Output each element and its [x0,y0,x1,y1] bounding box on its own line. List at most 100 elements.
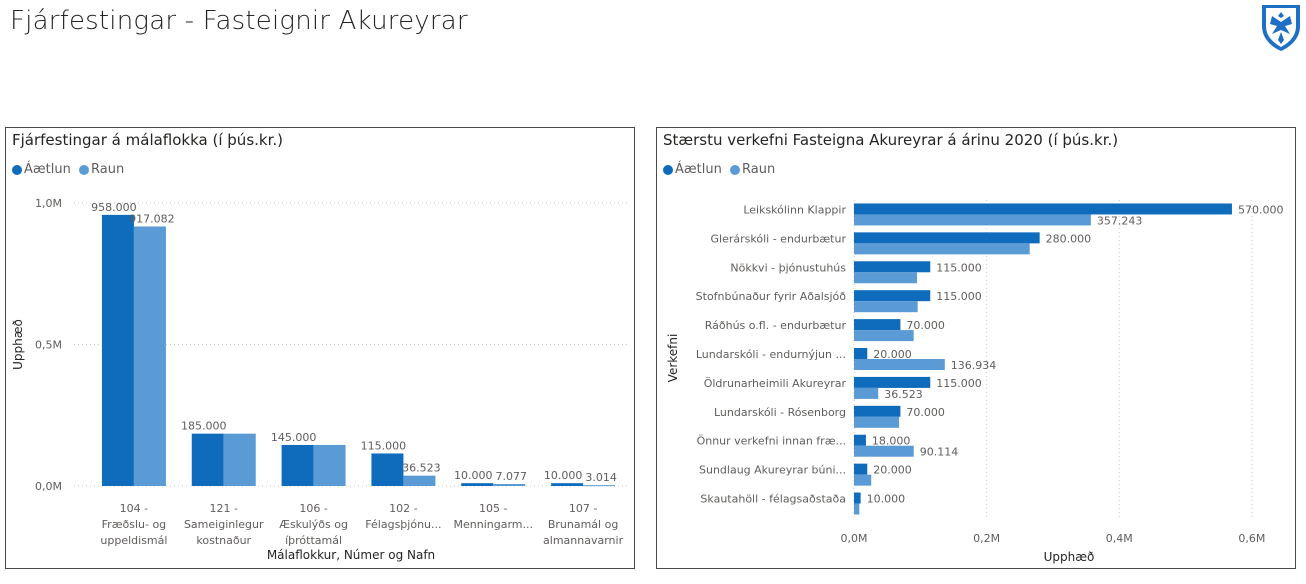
y-tick-label: Leikskólinn Klappir [743,203,846,216]
data-label: 115.000 [936,290,982,303]
bar-aaetlun [854,405,901,417]
data-label: 145.000 [271,431,317,444]
x-tick-label: Æskulýðs og [279,518,348,531]
bar-raun [493,483,526,486]
x-tick-label: uppeldismál [100,534,167,547]
bar-raun [854,301,918,313]
bar-raun [854,359,945,370]
bar-raun [854,272,917,284]
x-tick-label: íþróttamál [285,534,342,547]
legend-label: Áætlun [675,162,722,177]
legend-dot-icon [12,164,22,175]
y-tick-label: Öldrunarheimili Akureyrar [704,377,847,390]
x-tick-label: 0,4M [1106,532,1133,545]
y-axis-title: Upphæð [11,319,25,370]
chart-panel-malaflokkar[interactable]: Fjárfestingar á málaflokka (í þús.kr.) Á… [5,127,635,569]
x-tick-label: almannavarnir [543,534,624,547]
legend-label: Raun [742,162,776,177]
bar-raun [854,330,914,342]
bar-aaetlun [461,483,494,486]
data-label: 115.000 [936,261,982,274]
data-label: 185.000 [181,420,227,433]
bar-aaetlun [854,290,931,302]
bar-aaetlun [854,492,861,504]
y-tick-label: Nökkvi - þjónustuhús [730,261,846,274]
x-tick-label: 106 - [299,502,327,515]
legend-item-aaetlun[interactable]: Áætlun [12,162,71,177]
legend-item-raun[interactable]: Raun [730,162,775,177]
legend-dot-icon [730,164,740,175]
bar-raun [313,444,346,486]
data-label: 36.523 [402,462,441,475]
legend-dot-icon [79,164,89,175]
bar-aaetlun [854,434,866,446]
y-tick-label: Skautahöll - félagsaðstaða [700,493,846,506]
bar-aaetlun [854,319,901,331]
bar-aaetlun [551,483,584,486]
y-tick-label: 0,5M [35,339,62,352]
x-tick-label: 105 - [479,502,507,515]
y-axis-title: Verkefni [666,334,680,383]
data-label: 115.000 [361,439,407,452]
chart-panel-verkefni[interactable]: Stærstu verkefni Fasteigna Akureyrar á á… [656,127,1296,569]
bar-raun [854,387,879,399]
x-tick-label: 0,6M [1238,532,1265,545]
bar-raun [854,243,1030,255]
data-label: 18.000 [872,435,911,448]
bar-raun [854,445,914,457]
bar-raun [583,485,616,487]
verkefni-bar-chart: 0,0M 0,2M 0,4M 0,6M Upphæð Verkefni Leikskólin… [666,200,1283,564]
data-label: 20.000 [873,464,912,477]
data-label: 136.934 [951,359,997,372]
bar-raun [133,226,166,486]
bar-raun [854,214,1091,226]
x-tick-label: 0,0M [841,532,868,545]
y-tick-label: 0,0M [35,480,62,493]
chart-title: Fjárfestingar á málaflokka (í þús.kr.) [12,131,283,149]
x-axis-title: Málaflokkur, Númer og Nafn [267,548,435,562]
legend-label: Áætlun [24,162,71,177]
bar-aaetlun [854,261,931,273]
x-tick-label: 121 - [210,502,238,515]
x-tick-label: 102 - [389,502,417,515]
data-label: 70.000 [906,319,945,332]
y-tick-label: Önnur verkefni innan fræ... [697,435,846,448]
bar-raun [223,433,256,486]
data-label: 10.000 [867,493,906,506]
x-tick-label: 0,2M [973,532,1000,545]
legend-item-raun[interactable]: Raun [79,162,124,177]
y-tick-label: 1,0M [35,197,62,210]
bar-aaetlun [281,444,314,486]
data-label: 357.243 [1097,214,1143,227]
y-tick-label: Lundarskóli - endurnýjun ... [696,348,846,361]
data-label: 10.000 [454,469,493,482]
bar-raun [854,503,860,515]
legend-item-aaetlun[interactable]: Áætlun [663,162,722,177]
page-title: Fjárfestingar - Fasteignir Akureyrar [10,6,468,36]
x-tick-label: Menningarm... [454,518,534,531]
bar-aaetlun [371,453,404,486]
bar-raun [403,475,436,486]
bar-aaetlun [101,214,134,487]
data-label: 20.000 [873,348,912,361]
legend-label: Raun [91,162,125,177]
y-tick-label: Ráðhús o.fl. - endurbætur [705,319,847,332]
data-label: 958.000 [91,201,137,214]
chart-legend[interactable]: Áætlun Raun [663,162,779,179]
bar-aaetlun [854,348,868,359]
malaflokkar-bar-chart: 0,0M 0,5M 1,0M Upphæð Málaflokkur, Númer og … [11,197,628,562]
chart-legend[interactable]: Áætlun Raun [12,162,128,179]
bar-aaetlun [854,203,1232,215]
data-label: 280.000 [1046,232,1092,245]
x-tick-label: Félagsþjónu... [365,518,441,531]
bar-raun [854,474,872,486]
y-tick-label: Glerárskóli - endurbætur [711,232,847,245]
x-tick-label: kostnaður [196,534,251,547]
legend-dot-icon [663,164,673,175]
akureyri-crest-icon [1262,5,1300,51]
x-tick-label: Fræðslu- og [102,518,167,531]
y-tick-label: Stofnbúnaður fyrir Aðalsjóð [696,290,847,303]
chart-title: Stærstu verkefni Fasteigna Akureyrar á á… [663,131,1119,149]
x-tick-label: 107 - [569,502,597,515]
y-tick-label: Sundlaug Akureyrar búni... [699,464,846,477]
